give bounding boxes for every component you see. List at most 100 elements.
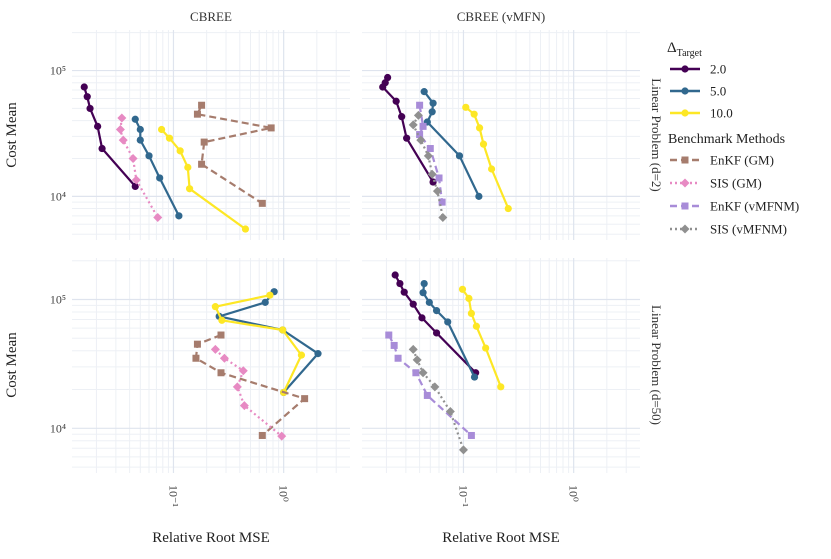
data-point bbox=[153, 212, 163, 222]
data-point bbox=[418, 368, 428, 378]
data-point bbox=[165, 134, 174, 142]
data-point bbox=[218, 316, 226, 324]
panel-series bbox=[385, 271, 505, 455]
y-tick-label: 10⁵ bbox=[50, 64, 66, 78]
data-point bbox=[128, 153, 138, 163]
data-point bbox=[175, 212, 183, 220]
row-title-d50: Linear Problem (d=50) bbox=[649, 305, 664, 425]
data-point bbox=[416, 135, 426, 145]
data-point bbox=[412, 369, 420, 377]
data-point bbox=[210, 344, 220, 354]
data-point bbox=[277, 431, 287, 441]
legend-key-marker bbox=[680, 178, 690, 188]
panel-series bbox=[192, 288, 322, 441]
y-tick-label: 10⁴ bbox=[50, 189, 66, 203]
data-point bbox=[156, 174, 164, 182]
data-point bbox=[445, 407, 455, 417]
legend-label: EnKF (GM) bbox=[710, 153, 774, 168]
data-point bbox=[418, 314, 426, 322]
data-point bbox=[83, 93, 91, 101]
data-point bbox=[455, 152, 464, 160]
legend-key-marker bbox=[681, 202, 689, 210]
data-point bbox=[475, 192, 483, 200]
legend-title-benchmark: Benchmark Methods bbox=[668, 132, 785, 147]
column-title-cbree-vmfn: CBREE (vMFN) bbox=[457, 9, 545, 24]
legend-label: 5.0 bbox=[710, 84, 726, 99]
data-point bbox=[420, 88, 428, 96]
legend-key-marker bbox=[681, 87, 689, 95]
data-point bbox=[470, 373, 479, 381]
panel-background bbox=[362, 30, 640, 240]
data-point bbox=[428, 108, 436, 116]
legend-label: 2.0 bbox=[710, 62, 726, 77]
data-point bbox=[472, 322, 480, 330]
data-point bbox=[193, 340, 201, 348]
data-point bbox=[241, 225, 250, 233]
data-point bbox=[258, 431, 266, 439]
facet-panel: 10⁴ 10⁵ bbox=[50, 30, 350, 240]
data-point bbox=[432, 329, 441, 337]
legend-key-marker bbox=[681, 156, 689, 164]
legend-label: EnKF (vMFNM) bbox=[710, 199, 799, 214]
data-point bbox=[423, 391, 431, 399]
data-point bbox=[117, 113, 127, 123]
legend-label: SIS (GM) bbox=[710, 176, 762, 191]
data-point bbox=[429, 99, 437, 107]
data-point bbox=[427, 169, 437, 179]
data-point bbox=[475, 124, 484, 132]
data-point bbox=[198, 101, 206, 109]
data-point bbox=[487, 165, 496, 173]
data-point bbox=[458, 285, 467, 293]
data-point bbox=[412, 355, 422, 365]
data-point bbox=[193, 110, 201, 118]
data-point bbox=[80, 83, 88, 91]
data-point bbox=[408, 120, 418, 130]
data-point bbox=[385, 331, 393, 339]
legend-key-marker bbox=[681, 65, 689, 73]
legend-key-marker bbox=[680, 224, 690, 234]
data-point bbox=[408, 344, 418, 354]
data-point bbox=[426, 145, 434, 153]
facet-panel: 10⁻¹ 10⁰ bbox=[362, 258, 640, 507]
data-point bbox=[497, 383, 505, 391]
column-title-cbree: CBREE bbox=[190, 9, 232, 24]
data-point bbox=[416, 131, 424, 139]
data-point bbox=[261, 298, 269, 306]
data-point bbox=[394, 354, 402, 362]
data-point bbox=[115, 124, 125, 134]
legend-label: 10.0 bbox=[710, 106, 733, 121]
data-point bbox=[267, 124, 275, 132]
data-point bbox=[458, 445, 468, 455]
data-point bbox=[118, 135, 128, 145]
legend-label: SIS (vMFNM) bbox=[710, 222, 787, 237]
data-point bbox=[200, 138, 208, 146]
data-point bbox=[413, 110, 423, 120]
data-point bbox=[438, 198, 446, 206]
data-point bbox=[94, 122, 102, 130]
legend-group-delta: 2.0 5.0 10.0 bbox=[670, 62, 733, 121]
data-point bbox=[432, 307, 441, 315]
data-point bbox=[482, 344, 490, 352]
facet-panel bbox=[362, 30, 640, 240]
data-point bbox=[232, 382, 242, 392]
series-line bbox=[196, 104, 273, 205]
data-point bbox=[192, 354, 200, 362]
data-point bbox=[438, 212, 448, 222]
data-point bbox=[391, 271, 399, 279]
data-point bbox=[131, 115, 139, 123]
data-point bbox=[400, 288, 408, 296]
data-point bbox=[390, 341, 398, 349]
series-line bbox=[418, 105, 444, 203]
data-point bbox=[145, 152, 153, 160]
y-axis-label-top: Cost Mean bbox=[4, 102, 20, 168]
data-point bbox=[419, 289, 427, 297]
x-axis-label-left: Relative Root MSE bbox=[152, 530, 270, 546]
panel-series bbox=[379, 73, 512, 222]
data-point bbox=[479, 140, 488, 148]
data-point bbox=[462, 103, 470, 111]
row-title-d2: Linear Problem (d=2) bbox=[649, 78, 664, 191]
data-point bbox=[279, 326, 287, 334]
x-tick-label: 10⁻¹ bbox=[456, 485, 470, 507]
data-point bbox=[430, 382, 440, 392]
data-point bbox=[198, 160, 206, 168]
